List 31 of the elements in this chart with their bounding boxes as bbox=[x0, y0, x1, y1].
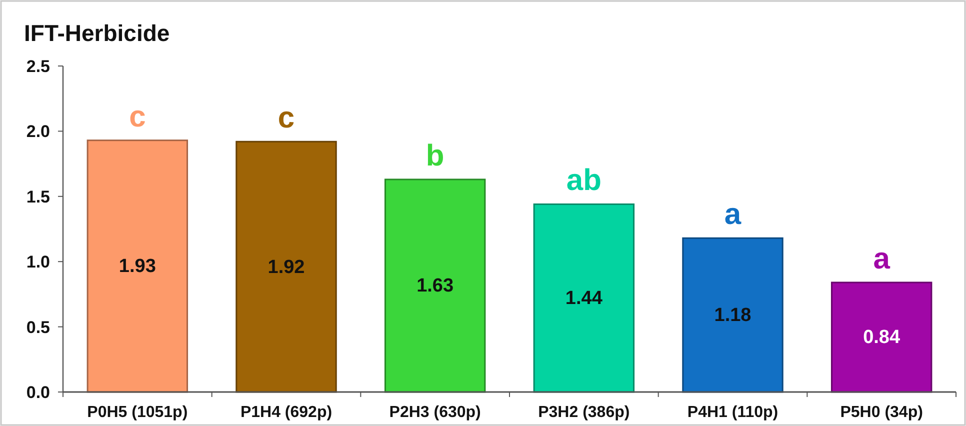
bar bbox=[236, 140, 337, 393]
y-tick-label: 2.0 bbox=[26, 122, 50, 142]
x-tick-label: P2H3 (630p) bbox=[389, 404, 481, 421]
data-label: 1.44 bbox=[565, 288, 603, 310]
bar bbox=[384, 178, 486, 393]
annotation: c bbox=[278, 102, 295, 135]
data-label: 1.18 bbox=[714, 305, 752, 326]
annotation: a bbox=[873, 242, 890, 276]
bar bbox=[533, 203, 635, 393]
data-label: 1.92 bbox=[268, 256, 305, 278]
annotation: b bbox=[426, 139, 444, 172]
data-label: 0.84 bbox=[863, 327, 901, 348]
x-tick-label: P0H5 (1051p) bbox=[87, 404, 188, 421]
annotation: ab bbox=[566, 164, 602, 198]
y-tick-label: 2.5 bbox=[26, 57, 50, 76]
bar bbox=[86, 140, 188, 393]
data-label: 1.63 bbox=[416, 276, 454, 297]
x-tick-label: P4H1 (110p) bbox=[687, 404, 778, 421]
x-tick-label: P1H4 (692p) bbox=[240, 404, 332, 421]
data-label: 1.93 bbox=[118, 256, 156, 278]
chart-title: IFT-Herbicide bbox=[24, 20, 170, 46]
y-tick-label: 1.0 bbox=[26, 252, 50, 272]
annotation: a bbox=[724, 198, 742, 232]
x-tick-label: P3H2 (386p) bbox=[538, 404, 630, 421]
y-tick-label: 0.0 bbox=[26, 383, 50, 402]
annotation: c bbox=[129, 100, 146, 134]
y-tick-label: 1.5 bbox=[26, 187, 50, 206]
bar bbox=[682, 237, 784, 393]
x-tick-label: P5H0 (34p) bbox=[840, 404, 923, 421]
y-tick-label: 0.5 bbox=[26, 318, 50, 337]
bar bbox=[830, 282, 932, 393]
